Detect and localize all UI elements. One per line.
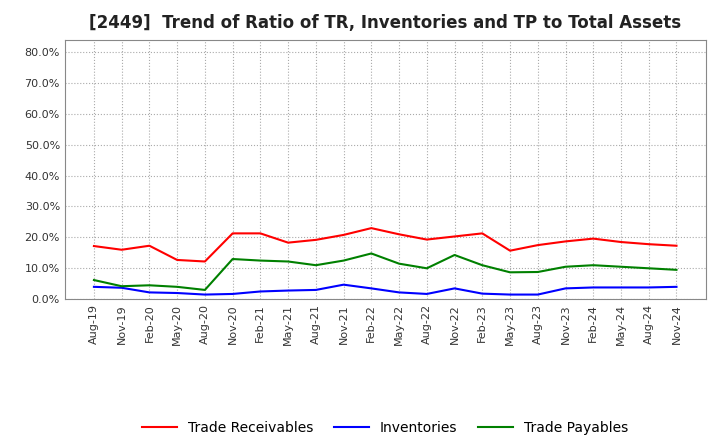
Trade Receivables [89, 243, 98, 249]
Trade Receivables [423, 237, 431, 242]
Trade Receivables [534, 242, 542, 248]
Trade Receivables [616, 239, 625, 245]
Trade Receivables [312, 237, 320, 242]
Trade Receivables [672, 243, 681, 248]
Trade Payables [672, 267, 681, 272]
Trade Receivables [589, 236, 598, 241]
Inventories [644, 285, 653, 290]
Trade Receivables [395, 231, 403, 237]
Trade Payables [312, 263, 320, 268]
Trade Payables [450, 253, 459, 258]
Inventories [173, 290, 181, 296]
Trade Payables [256, 258, 265, 263]
Inventories [423, 291, 431, 297]
Trade Receivables [644, 242, 653, 247]
Trade Payables [644, 266, 653, 271]
Trade Payables [367, 251, 376, 256]
Trade Payables [534, 269, 542, 275]
Trade Receivables [339, 232, 348, 238]
Trade Receivables [367, 225, 376, 231]
Trade Payables [616, 264, 625, 269]
Trade Payables [561, 264, 570, 269]
Trade Payables [173, 284, 181, 290]
Inventories [367, 286, 376, 291]
Inventories [312, 287, 320, 293]
Trade Payables [201, 287, 210, 293]
Inventories [505, 292, 514, 297]
Trade Payables [589, 263, 598, 268]
Trade Receivables [256, 231, 265, 236]
Inventories [201, 292, 210, 297]
Trade Receivables [117, 247, 126, 253]
Inventories [534, 292, 542, 297]
Trade Receivables [450, 234, 459, 239]
Inventories [395, 290, 403, 295]
Title: [2449]  Trend of Ratio of TR, Inventories and TP to Total Assets: [2449] Trend of Ratio of TR, Inventories… [89, 15, 681, 33]
Inventories [145, 290, 154, 295]
Line: Inventories: Inventories [94, 285, 677, 294]
Inventories [450, 286, 459, 291]
Trade Payables [89, 277, 98, 282]
Inventories [117, 285, 126, 290]
Trade Receivables [228, 231, 237, 236]
Trade Payables [117, 284, 126, 289]
Inventories [478, 291, 487, 296]
Trade Payables [423, 266, 431, 271]
Trade Receivables [284, 240, 292, 245]
Inventories [616, 285, 625, 290]
Trade Receivables [145, 243, 154, 248]
Trade Payables [145, 282, 154, 288]
Trade Payables [505, 270, 514, 275]
Trade Receivables [505, 248, 514, 253]
Inventories [339, 282, 348, 287]
Trade Payables [339, 258, 348, 263]
Trade Payables [284, 259, 292, 264]
Line: Trade Receivables: Trade Receivables [94, 228, 677, 261]
Inventories [89, 284, 98, 290]
Trade Payables [228, 257, 237, 262]
Trade Receivables [173, 257, 181, 263]
Trade Receivables [478, 231, 487, 236]
Legend: Trade Receivables, Inventories, Trade Payables: Trade Receivables, Inventories, Trade Pa… [137, 415, 634, 440]
Inventories [256, 289, 265, 294]
Trade Payables [478, 263, 487, 268]
Inventories [589, 285, 598, 290]
Inventories [561, 286, 570, 291]
Trade Receivables [201, 259, 210, 264]
Trade Receivables [561, 239, 570, 244]
Line: Trade Payables: Trade Payables [94, 253, 677, 290]
Inventories [672, 284, 681, 290]
Inventories [284, 288, 292, 293]
Inventories [228, 291, 237, 297]
Trade Payables [395, 261, 403, 266]
